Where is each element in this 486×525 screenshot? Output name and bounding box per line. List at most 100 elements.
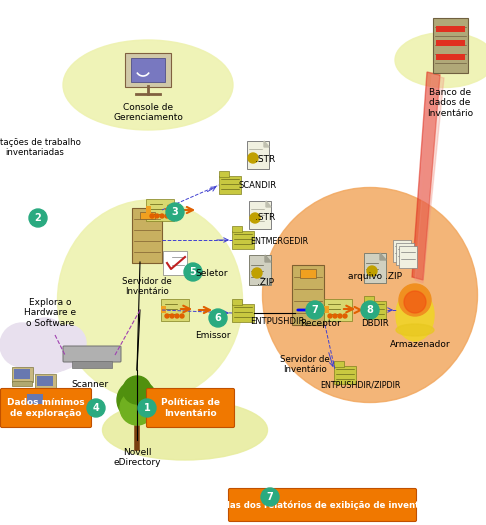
Text: ENTPUSHDIR/ZIPDIR: ENTPUSHDIR/ZIPDIR [320,380,400,389]
Text: Servidor de
Inventário: Servidor de Inventário [280,355,330,374]
Ellipse shape [5,323,85,373]
FancyBboxPatch shape [364,296,374,302]
Circle shape [29,209,47,227]
FancyBboxPatch shape [435,54,465,59]
Circle shape [138,399,156,417]
Circle shape [328,314,332,318]
Text: 5: 5 [190,267,196,277]
Text: Estações de trabalho
inventariadas: Estações de trabalho inventariadas [0,138,81,158]
FancyBboxPatch shape [163,251,187,275]
FancyBboxPatch shape [139,212,155,219]
FancyBboxPatch shape [433,17,468,72]
FancyBboxPatch shape [0,388,91,427]
FancyBboxPatch shape [228,488,417,521]
FancyBboxPatch shape [131,58,165,82]
Polygon shape [380,253,386,260]
Circle shape [180,314,184,318]
Circle shape [50,325,86,361]
Circle shape [155,214,159,218]
FancyBboxPatch shape [72,361,112,368]
Text: 2: 2 [35,213,41,223]
FancyBboxPatch shape [232,231,254,249]
Circle shape [367,266,377,276]
FancyBboxPatch shape [364,301,386,319]
FancyBboxPatch shape [247,141,269,169]
Text: Emissor: Emissor [195,331,230,340]
Circle shape [120,391,154,425]
FancyBboxPatch shape [63,346,121,362]
Ellipse shape [404,291,426,313]
FancyBboxPatch shape [146,388,235,427]
FancyBboxPatch shape [12,366,33,382]
Circle shape [261,488,279,506]
FancyBboxPatch shape [334,366,356,384]
FancyBboxPatch shape [161,306,166,313]
Text: ENTPUSHDIR: ENTPUSHDIR [250,318,304,327]
Circle shape [0,323,44,367]
Text: 1: 1 [144,403,150,413]
Text: ENTMERGEDIR: ENTMERGEDIR [250,237,308,247]
Circle shape [184,263,202,281]
FancyBboxPatch shape [232,226,242,232]
FancyBboxPatch shape [146,199,174,221]
Text: Receptor: Receptor [300,319,340,328]
Text: 6: 6 [215,313,222,323]
Circle shape [248,153,258,163]
Circle shape [165,214,169,218]
Circle shape [87,399,105,417]
FancyBboxPatch shape [125,53,171,87]
Ellipse shape [396,289,434,341]
FancyBboxPatch shape [324,306,329,313]
Text: Políticas de
Inventário: Políticas de Inventário [161,398,220,418]
Polygon shape [265,255,271,262]
FancyBboxPatch shape [292,265,324,325]
FancyBboxPatch shape [435,39,465,46]
Circle shape [343,314,347,318]
Text: 8: 8 [366,305,373,315]
FancyBboxPatch shape [146,206,151,213]
Text: Seletor: Seletor [195,269,227,278]
Ellipse shape [395,33,486,88]
Circle shape [117,380,157,420]
Polygon shape [412,72,440,280]
Circle shape [252,268,262,278]
Circle shape [338,314,342,318]
Polygon shape [264,141,269,147]
Text: Banco de
dados de
Inventário: Banco de dados de Inventário [427,88,473,118]
Polygon shape [415,75,444,283]
Text: .STR: .STR [255,155,275,164]
Text: 7: 7 [312,305,318,315]
FancyBboxPatch shape [25,406,45,411]
FancyBboxPatch shape [35,373,55,388]
FancyBboxPatch shape [232,299,242,305]
Circle shape [170,314,174,318]
Text: Console de
Gerenciamento: Console de Gerenciamento [113,103,183,122]
Circle shape [160,214,164,218]
FancyBboxPatch shape [35,388,55,393]
Circle shape [150,214,154,218]
FancyBboxPatch shape [132,207,162,262]
Text: .ZIP: .ZIP [257,278,274,287]
FancyBboxPatch shape [219,176,241,194]
Text: 7: 7 [267,492,273,502]
Circle shape [25,318,65,358]
Circle shape [19,342,51,374]
Text: Servidor de
Inventário: Servidor de Inventário [122,277,172,297]
Text: arquivo .ZIP: arquivo .ZIP [348,272,402,281]
Text: DBDIR: DBDIR [361,319,389,328]
FancyBboxPatch shape [334,361,344,367]
Circle shape [166,203,184,221]
FancyBboxPatch shape [300,269,316,278]
Text: SCANDIR: SCANDIR [238,181,276,190]
Text: Armazenador: Armazenador [390,340,451,349]
FancyBboxPatch shape [14,369,30,379]
Text: Scanner: Scanner [71,380,108,389]
Text: .STR: .STR [255,213,275,222]
Ellipse shape [262,187,478,403]
FancyBboxPatch shape [24,392,46,406]
Ellipse shape [396,324,434,336]
Circle shape [165,314,169,318]
FancyBboxPatch shape [161,299,189,321]
Circle shape [306,301,324,319]
Circle shape [250,213,260,223]
